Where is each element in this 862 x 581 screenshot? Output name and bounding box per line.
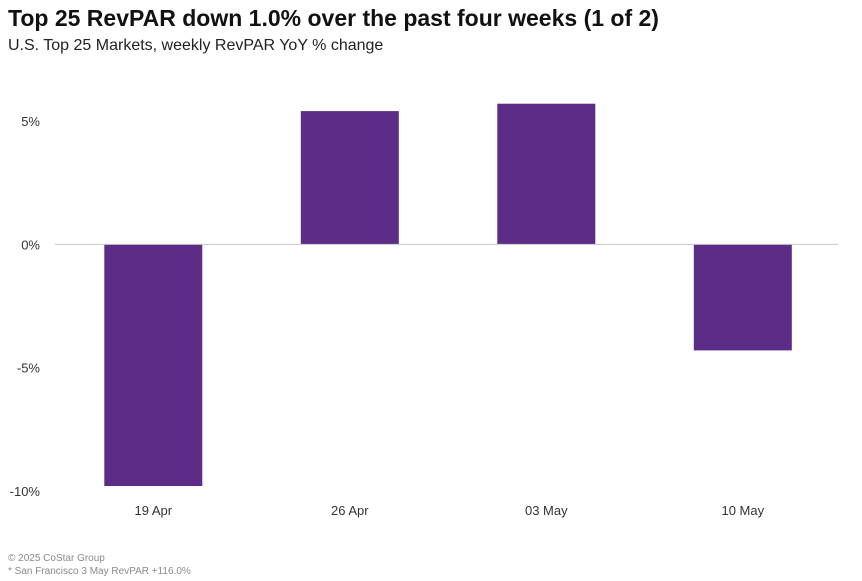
y-tick-label: -5% [17, 361, 41, 376]
x-tick-label: 10 May [721, 503, 764, 518]
y-axis: 5% 0% -5% -10% [10, 114, 41, 499]
y-tick-label: 0% [21, 237, 40, 252]
y-tick-label: -10% [10, 484, 41, 499]
chart-subtitle: U.S. Top 25 Markets, weekly RevPAR YoY %… [8, 37, 384, 54]
footnote-text: * San Francisco 3 May RevPAR +116.0% [8, 566, 191, 577]
copyright-text: © 2025 CoStar Group [8, 553, 105, 564]
bar [300, 111, 399, 245]
chart-title: Top 25 RevPAR down 1.0% over the past fo… [8, 5, 659, 31]
x-tick-label: 03 May [525, 503, 568, 518]
x-tick-label: 26 Apr [331, 503, 369, 518]
bar [104, 244, 203, 486]
x-axis: 19 Apr 26 Apr 03 May 10 May [135, 503, 765, 518]
bar [497, 103, 596, 245]
bars-group [104, 103, 792, 486]
bar-chart: 5% 0% -5% -10% 19 Apr 26 Apr 03 May 10 May [10, 103, 838, 518]
x-tick-label: 19 Apr [135, 503, 173, 518]
bar [693, 244, 792, 351]
y-tick-label: 5% [21, 114, 40, 129]
